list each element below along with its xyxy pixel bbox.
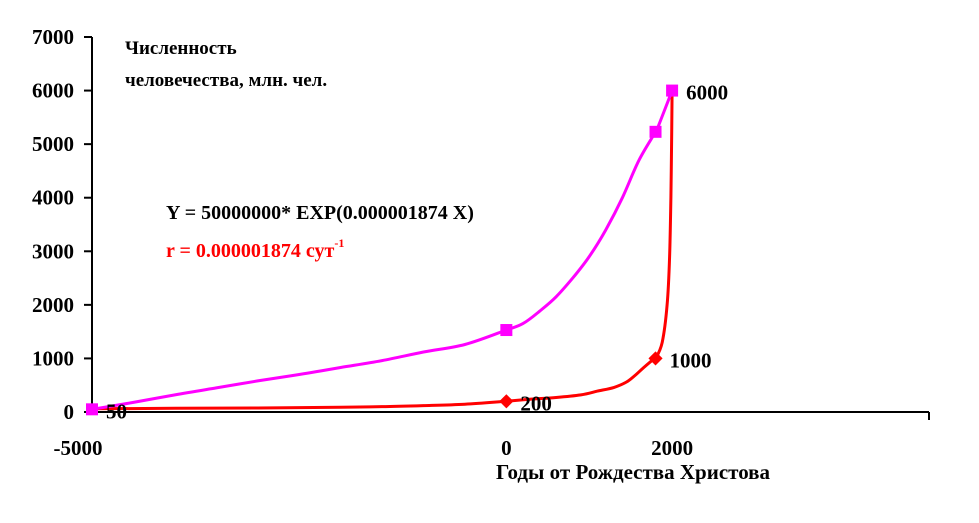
data-point-square — [666, 84, 679, 97]
y-tick-label: 7000 — [32, 25, 74, 49]
data-label: 1000 — [670, 348, 712, 372]
formula-label: Y = 50000000* EXP(0.000001874 X) — [166, 202, 474, 224]
x-axis-title: Годы от Рождества Христова — [496, 460, 771, 484]
series-line-0 — [91, 90, 674, 411]
y-tick-label: 2000 — [32, 293, 74, 317]
x-tick-label: -5000 — [54, 436, 103, 460]
y-tick-label: 4000 — [32, 186, 74, 210]
data-label: 6000 — [686, 81, 728, 105]
rate-label-text: r = 0.000001874 сут — [166, 240, 335, 262]
x-tick-label: 0 — [501, 436, 512, 460]
x-tick-label: 2000 — [651, 436, 693, 460]
data-label: 50 — [106, 399, 127, 423]
chart-title-line: человечества, млн. чел. — [125, 70, 327, 91]
y-tick-label: 1000 — [32, 346, 74, 370]
data-label: 200 — [520, 391, 552, 415]
data-point-square — [500, 324, 513, 337]
y-tick-label: 6000 — [32, 79, 74, 103]
data-point-diamond — [499, 394, 514, 409]
labels-group: Численность человечества, млн. чел. Y = 50… — [106, 38, 728, 423]
chart-title-line: Численность — [125, 38, 237, 59]
data-point-diamond — [648, 351, 663, 366]
y-tick-label: 5000 — [32, 132, 74, 156]
rate-label-superscript: -1 — [334, 236, 344, 250]
y-tick-label: 0 — [64, 400, 75, 424]
data-point-square — [86, 403, 98, 416]
data-point-square — [649, 125, 662, 138]
y-tick-label: 3000 — [32, 239, 74, 263]
rate-label: r = 0.000001874 сут-1 — [166, 236, 344, 262]
series-group — [86, 84, 679, 416]
series-line-1 — [91, 90, 674, 411]
